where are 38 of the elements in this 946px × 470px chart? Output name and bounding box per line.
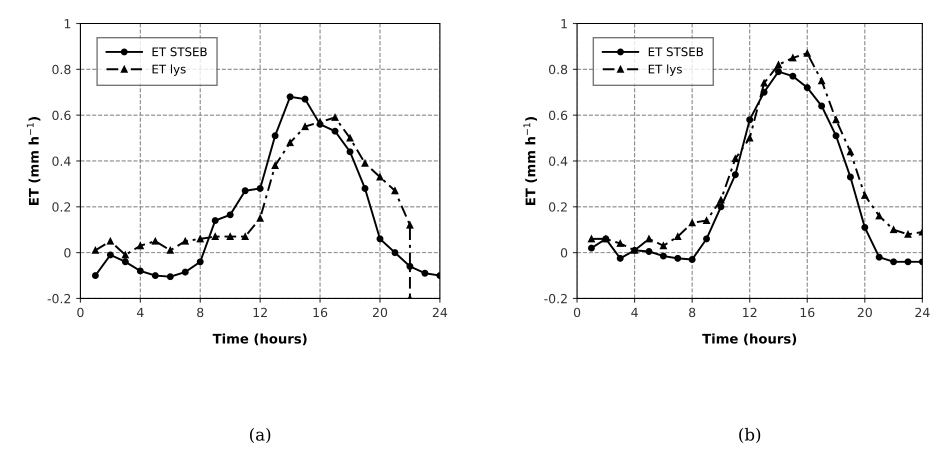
x-axis-title: Time (hours) <box>702 333 796 346</box>
y-tick-label: -0.2 <box>48 294 70 304</box>
text: (a) <box>250 428 270 444</box>
x-tick-label: 20 <box>372 308 388 318</box>
x-tick-label: 12 <box>743 308 756 317</box>
y-tick-label: 0.6 <box>52 110 71 120</box>
x-tick-label: 8 <box>197 308 204 318</box>
y-tick-label: 0.4 <box>548 156 568 166</box>
legend-label: ET lys <box>152 64 186 76</box>
legend-label: ET STSEB <box>648 47 703 56</box>
x-tick-label: 20 <box>858 308 872 318</box>
y-tick-label: 0 <box>64 248 71 258</box>
x-tick-label: 12 <box>254 308 267 317</box>
y-axis-title: ET (mm h$^{−1}$) <box>523 117 537 205</box>
x-axis-title: Time (hours) <box>212 333 307 346</box>
y-tick-label: 0.4 <box>52 156 71 166</box>
x-tick-label: 16 <box>800 308 814 318</box>
x-tick-label: 0 <box>77 308 84 318</box>
x-tick-label: 16 <box>313 308 328 318</box>
y-tick-label: 0.8 <box>548 64 568 74</box>
y-tick-label: 0.2 <box>548 202 567 212</box>
y-axis-title: ET (mm h$^{−1}$) <box>26 117 40 205</box>
text: (b) <box>739 428 760 444</box>
x-tick-label: 4 <box>136 308 144 317</box>
legend-label: ET STSEB <box>152 47 207 56</box>
y-tick-label: 0 <box>560 248 568 258</box>
x-tick-label: 0 <box>574 308 580 318</box>
y-tick-label: 1 <box>64 19 70 28</box>
y-tick-label: 0.6 <box>548 110 568 120</box>
y-tick-label: 1 <box>561 19 567 28</box>
y-tick-label: 0.2 <box>52 202 70 212</box>
x-tick-label: 24 <box>915 308 930 317</box>
legend-label: ET lys <box>648 64 682 76</box>
x-tick-label: 8 <box>689 308 696 318</box>
x-tick-label: 24 <box>432 308 448 317</box>
x-tick-label: 4 <box>631 308 638 317</box>
y-tick-label: -0.2 <box>544 294 567 304</box>
y-tick-label: 0.8 <box>52 64 71 74</box>
